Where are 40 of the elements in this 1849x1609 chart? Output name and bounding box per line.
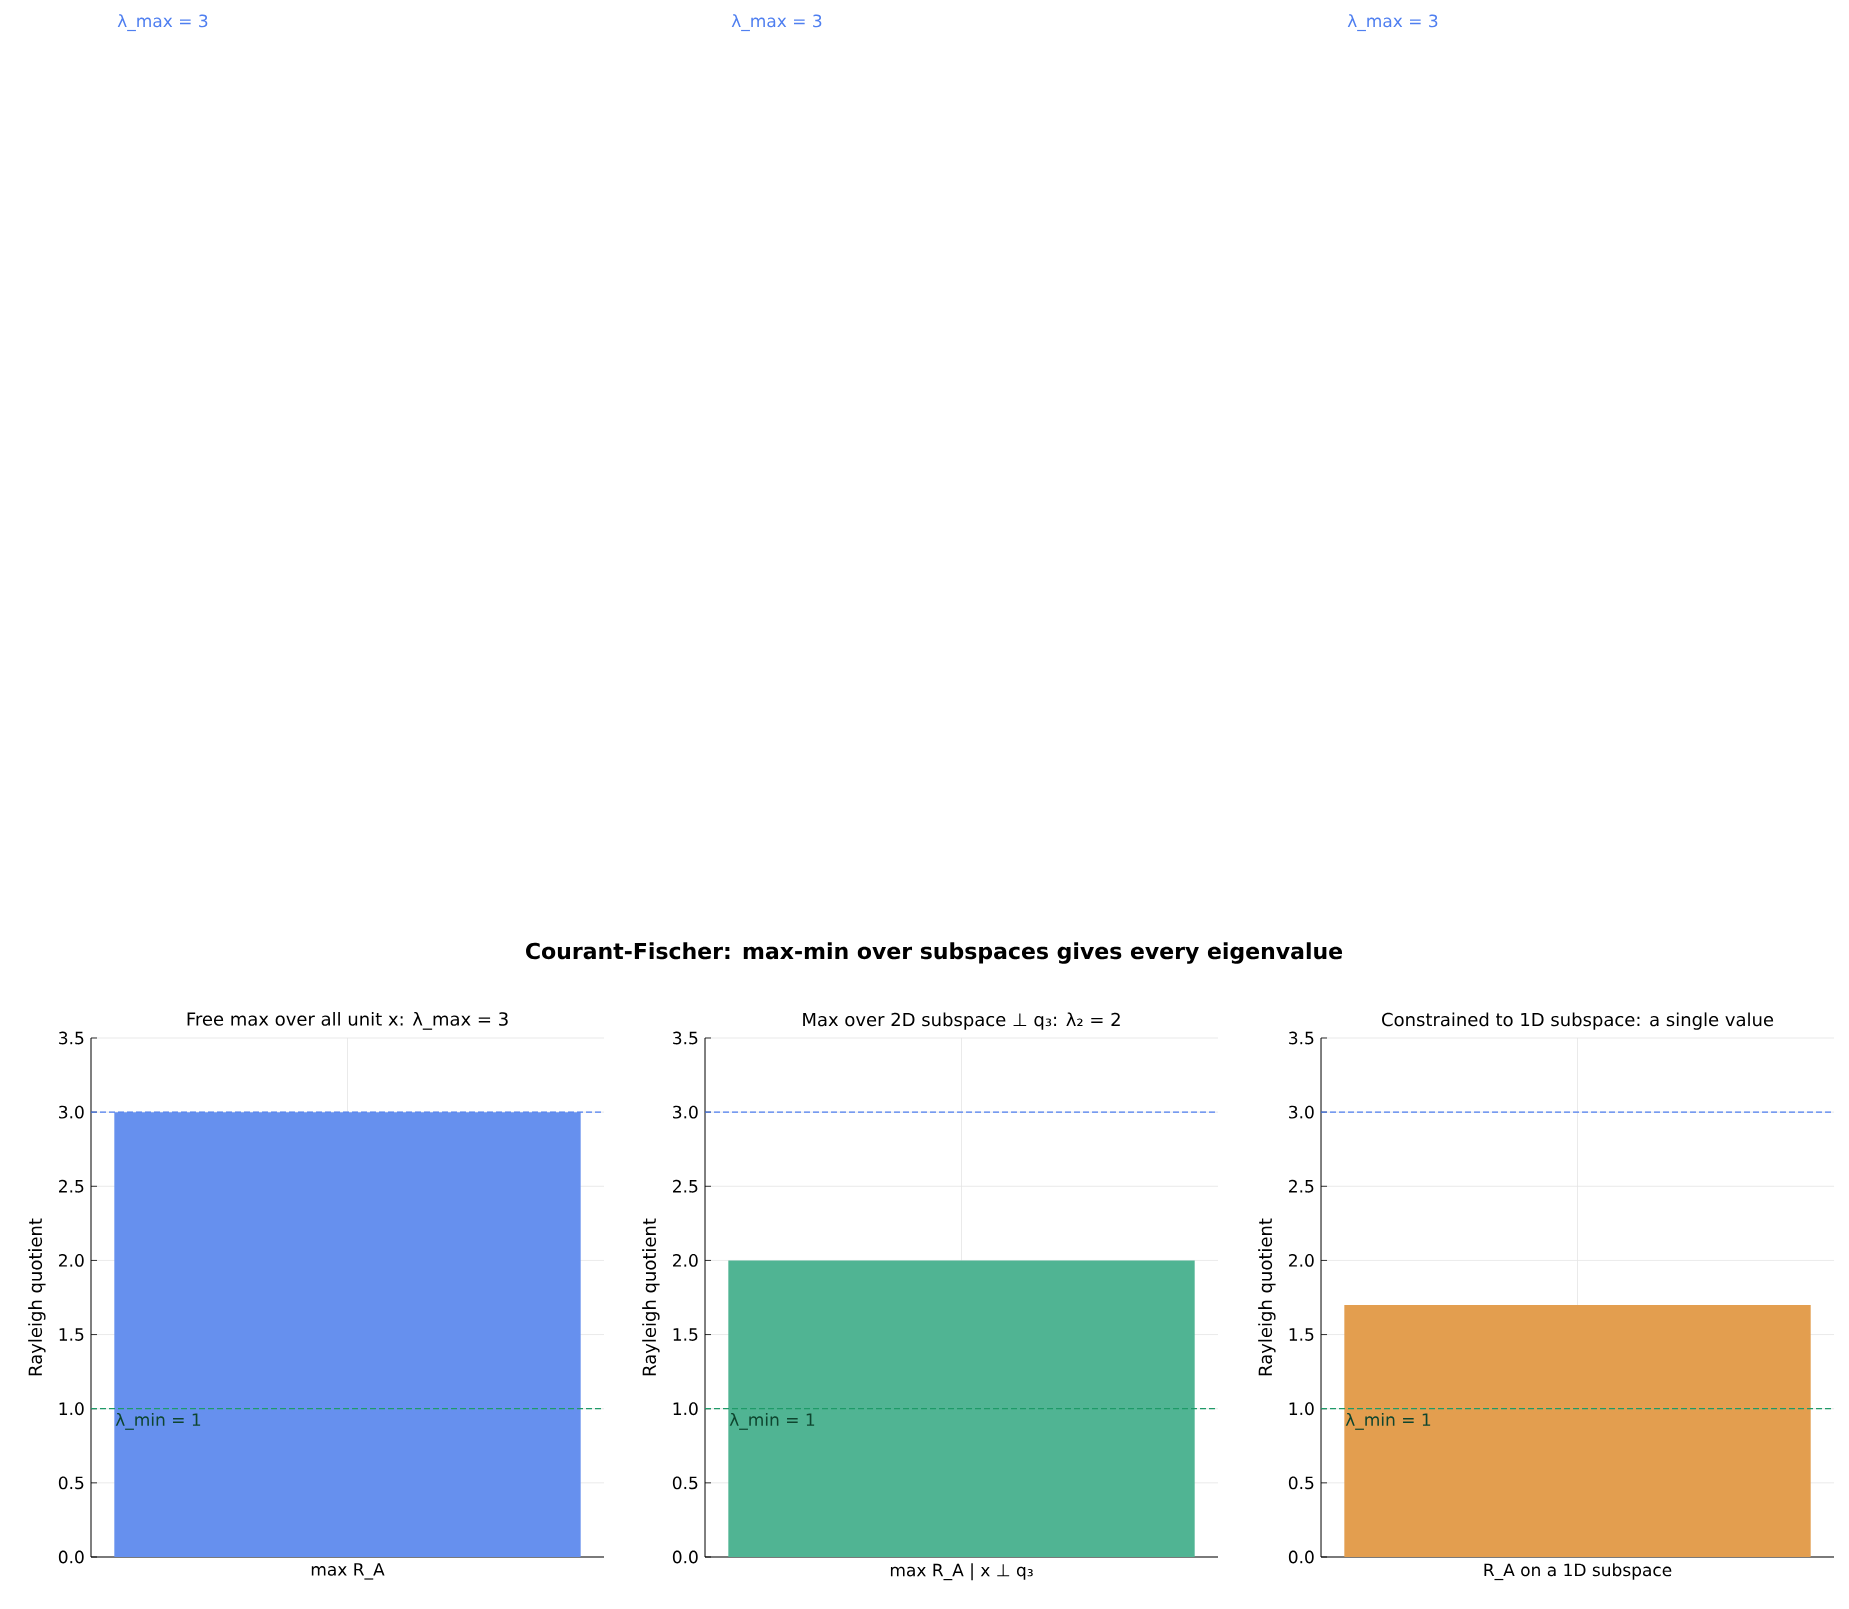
x-tick-label: R_A on a 1D subspace (1484, 1563, 1672, 1581)
ref-line-label: λ_min = 1 (729, 1412, 815, 1430)
x-tick-label: max R_A (311, 1563, 385, 1580)
y-tick-label: 0.5 (1288, 1476, 1314, 1490)
y-tick-label: 0.5 (58, 1476, 84, 1490)
y-tick-label: 0.0 (58, 1550, 84, 1564)
chart-title: Free max over all unit x: λ_max = 3 (187, 1011, 508, 1030)
y-tick-label: 0.5 (672, 1476, 698, 1490)
y-tick-label: 0.0 (1288, 1550, 1314, 1564)
y-tick-label: 2.5 (59, 1179, 84, 1193)
y-tick-label: 3.0 (1289, 1105, 1314, 1119)
chart-title: Max over 2D subspace ⊥ q₃: λ₂ = 2 (803, 1012, 1120, 1030)
y-tick-label: 0.0 (672, 1550, 698, 1564)
y-tick-label: 1.0 (1289, 1402, 1314, 1416)
ref-line-label: λ_max = 3 (1347, 14, 1438, 32)
y-axis-title: Rayleigh quotient (1258, 1218, 1276, 1376)
ref-line-label: λ_min = 1 (115, 1412, 201, 1430)
y-tick-label: 2.0 (59, 1253, 84, 1267)
y-tick-label: 1.5 (673, 1328, 698, 1341)
ref-line-label: λ_min = 1 (1345, 1412, 1431, 1430)
y-tick-label: 2.0 (673, 1253, 698, 1267)
y-tick-label: 3.5 (59, 1031, 84, 1045)
y-tick-label: 2.5 (673, 1179, 698, 1193)
y-tick-label: 3.0 (673, 1105, 698, 1119)
y-axis-title: Rayleigh quotient (642, 1218, 660, 1376)
y-tick-label: 2.5 (1289, 1179, 1314, 1193)
chart-title: Constrained to 1D subspace: a single value (1382, 1012, 1774, 1030)
y-tick-label: 1.0 (673, 1402, 698, 1416)
y-tick-label: 3.0 (59, 1105, 84, 1119)
y-tick-label: 2.0 (1289, 1253, 1314, 1267)
x-tick-label: max R_A | x ⊥ q₃ (890, 1563, 1033, 1581)
y-tick-label: 1.5 (59, 1328, 84, 1341)
y-tick-label: 1.0 (59, 1402, 84, 1416)
ref-line-label: λ_max = 3 (117, 14, 208, 32)
ref-line-label: λ_max = 3 (731, 14, 822, 32)
y-axis-title: Rayleigh quotient (28, 1218, 46, 1376)
y-tick-label: 3.5 (1289, 1031, 1314, 1045)
y-tick-label: 3.5 (673, 1031, 698, 1045)
text: Courant-Fischer: max-min over subspaces gives every eigenvalue (526, 942, 1343, 964)
y-tick-label: 1.5 (1289, 1328, 1314, 1341)
